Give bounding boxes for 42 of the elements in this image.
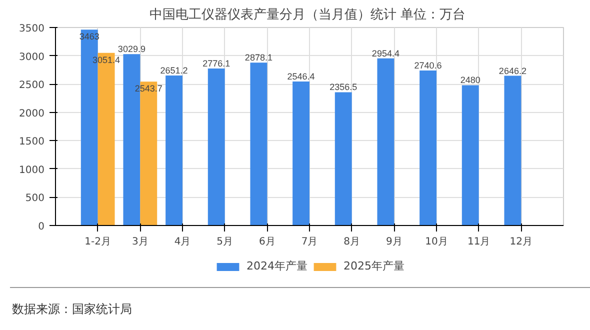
bar [208,68,225,226]
data-label: 2480 [460,75,480,86]
legend-label: 2024年产量 [246,258,308,274]
y-tick-label: 3000 [19,52,45,63]
bar [377,58,394,226]
chart-title: 中国电工仪器仪表产量分月（当月值）统计 单位：万台 [149,8,466,22]
data-label: 2776.1 [202,58,230,68]
x-tick-label: 9月 [386,236,402,248]
x-tick-label: 7月 [301,236,318,248]
data-label: 2740.6 [414,60,442,70]
bar [250,62,268,226]
data-label: 2356.5 [330,82,358,92]
x-tick-label: 1-2月 [84,236,112,248]
y-tick-label: 2500 [19,80,45,92]
data-label: 2651.2 [160,66,188,76]
data-label: 3029.9 [118,44,146,54]
y-tick-label: 2000 [19,108,45,120]
bar [334,92,352,226]
y-tick-label: 500 [25,193,45,204]
bar [420,70,436,226]
data-label: 2954.4 [372,48,400,58]
source-note: 数据来源：国家统计局 [12,301,132,318]
x-tick-label: 8月 [344,236,360,248]
x-tick-label: 6月 [258,236,276,248]
x-tick-label: 10月 [425,236,448,248]
bar [462,85,479,226]
y-tick-label: 3500 [19,24,45,34]
data-label: 2646.2 [498,66,526,76]
bar [166,76,182,226]
y-tick-label: 0 [38,222,45,232]
data-label: 2546.4 [287,71,315,82]
x-tick-label: 4月 [174,236,191,248]
x-tick-label: 3月 [132,236,148,248]
data-label: 2878.1 [244,52,272,63]
legend-label: 2025年产量 [344,258,404,274]
bar [292,81,310,226]
y-tick-label: 1500 [19,136,45,148]
bar [504,76,522,226]
x-tick-label: 11月 [467,236,490,248]
x-tick-label: 5月 [216,236,234,248]
y-tick-label: 1000 [19,164,45,176]
x-tick-label: 12月 [510,236,533,248]
